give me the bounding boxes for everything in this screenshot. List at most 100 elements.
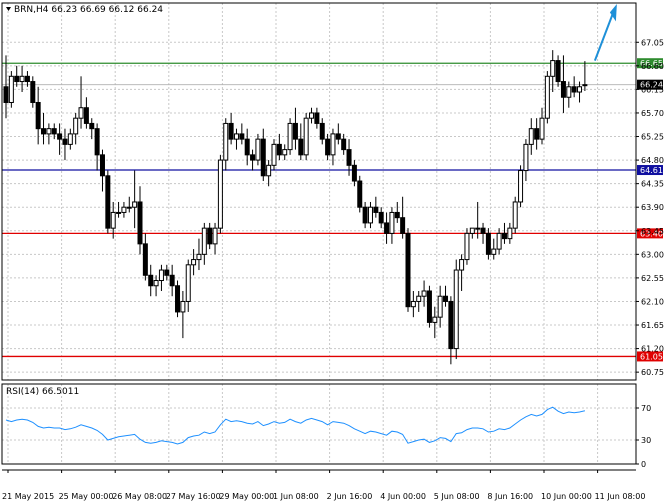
candle-up — [266, 164, 272, 177]
time-tick-label: 4 Jun 00:00 — [380, 492, 426, 501]
level-tag — [637, 351, 663, 362]
candle-down — [51, 128, 57, 135]
level-tag-label: 61.05 — [640, 352, 663, 361]
candle-down — [373, 206, 379, 213]
candle-down — [239, 133, 245, 140]
candle-up — [528, 128, 534, 145]
level-tag — [637, 58, 663, 69]
candle-up — [126, 206, 132, 209]
candle-down — [276, 143, 282, 156]
candle-down — [480, 227, 486, 234]
rsi-tick-label: 70 — [641, 404, 651, 413]
candle-up — [512, 201, 518, 229]
candle-down — [83, 107, 89, 124]
level-tag-label: 63.40 — [640, 229, 663, 238]
rsi-line — [5, 406, 586, 445]
candle-down — [335, 133, 341, 140]
candle-up — [233, 133, 239, 140]
time-tick-label: 5 Jun 08:00 — [434, 492, 480, 501]
price-tick-label: 64.80 — [641, 156, 664, 165]
candle-up — [518, 170, 524, 203]
candle-down — [555, 60, 561, 83]
candle-up — [282, 149, 288, 156]
candle-up — [121, 206, 127, 213]
time-tick-label: 27 May 16:00 — [166, 492, 221, 501]
candle-up — [416, 295, 422, 302]
candle-down — [207, 227, 213, 245]
candle-down — [14, 75, 20, 83]
rsi-tick-label: 0 — [641, 460, 646, 469]
level-tag-label: 64.61 — [640, 166, 663, 175]
candle-down — [260, 138, 266, 177]
level-tag — [637, 165, 663, 176]
rsi-panel-frame — [1, 383, 637, 465]
price-tick-label: 61.20 — [641, 345, 664, 354]
candle-up — [491, 248, 497, 255]
time-tick-label: 25 May 00:00 — [59, 492, 114, 501]
candle-down — [298, 138, 304, 156]
candle-up — [367, 206, 373, 224]
chart-grid — [2, 3, 636, 464]
candle-up — [217, 159, 223, 229]
candle-up — [389, 211, 395, 234]
candle-up — [303, 117, 309, 156]
candle-down — [443, 295, 449, 302]
candle-up — [469, 227, 475, 234]
price-tick-label: 63.90 — [641, 203, 664, 212]
candle-down — [99, 154, 105, 177]
candle-down — [485, 232, 491, 255]
candle-up — [464, 232, 470, 261]
candle-down — [250, 154, 256, 161]
candle-down — [357, 180, 363, 208]
candle-down — [57, 133, 63, 140]
price-tick-label: 63.00 — [641, 250, 664, 259]
candle-series — [3, 50, 588, 365]
time-tick-label: 10 Jun 00:00 — [541, 492, 592, 501]
price-tick-label: 66.60 — [641, 62, 664, 71]
candle-down — [105, 175, 111, 229]
candle-up — [73, 117, 79, 135]
candle-up — [132, 201, 138, 208]
candle-down — [137, 201, 143, 245]
candle-down — [341, 138, 347, 151]
candle-up — [550, 60, 556, 77]
candle-down — [448, 300, 454, 350]
price-tick-label: 66.15 — [641, 85, 664, 94]
candle-up — [566, 86, 572, 98]
candle-down — [89, 122, 95, 130]
candle-up — [153, 280, 159, 287]
rsi-tick-label: 30 — [641, 436, 651, 445]
candle-up — [158, 269, 164, 282]
candle-up — [287, 122, 293, 151]
price-tick-label: 65.70 — [641, 109, 664, 118]
candle-up — [496, 232, 502, 250]
candle-up — [201, 227, 207, 255]
candle-up — [544, 75, 550, 119]
candle-up — [255, 138, 261, 161]
time-tick-label: 26 May 08:00 — [112, 492, 167, 501]
candle-up — [539, 117, 545, 140]
candle-down — [571, 86, 577, 93]
candle-down — [314, 112, 320, 124]
current-price-label: 66.24 — [640, 81, 663, 90]
candle-down — [534, 128, 540, 140]
candle-down — [24, 75, 30, 83]
candle-down — [62, 138, 68, 145]
candle-down — [35, 101, 41, 130]
candle-up — [507, 227, 513, 240]
level-tag-label: 66.65 — [640, 59, 663, 68]
candle-up — [459, 259, 465, 271]
candle-down — [400, 217, 406, 234]
chart-title: BRN,H4 66.23 66.69 66.12 66.24 — [14, 5, 163, 15]
candle-down — [228, 122, 234, 140]
candle-up — [309, 112, 315, 119]
price-tick-label: 64.35 — [641, 180, 664, 189]
dropdown-marker-icon — [6, 7, 11, 11]
chart-labels: RSI(14) 66.5011 BRN,H4 66.23 66.69 66.12 … — [6, 4, 617, 397]
candle-up — [19, 75, 25, 83]
candle-down — [405, 232, 411, 308]
candle-up — [110, 211, 116, 229]
candle-down — [319, 122, 325, 140]
trend-arrow-shaft — [593, 7, 616, 61]
